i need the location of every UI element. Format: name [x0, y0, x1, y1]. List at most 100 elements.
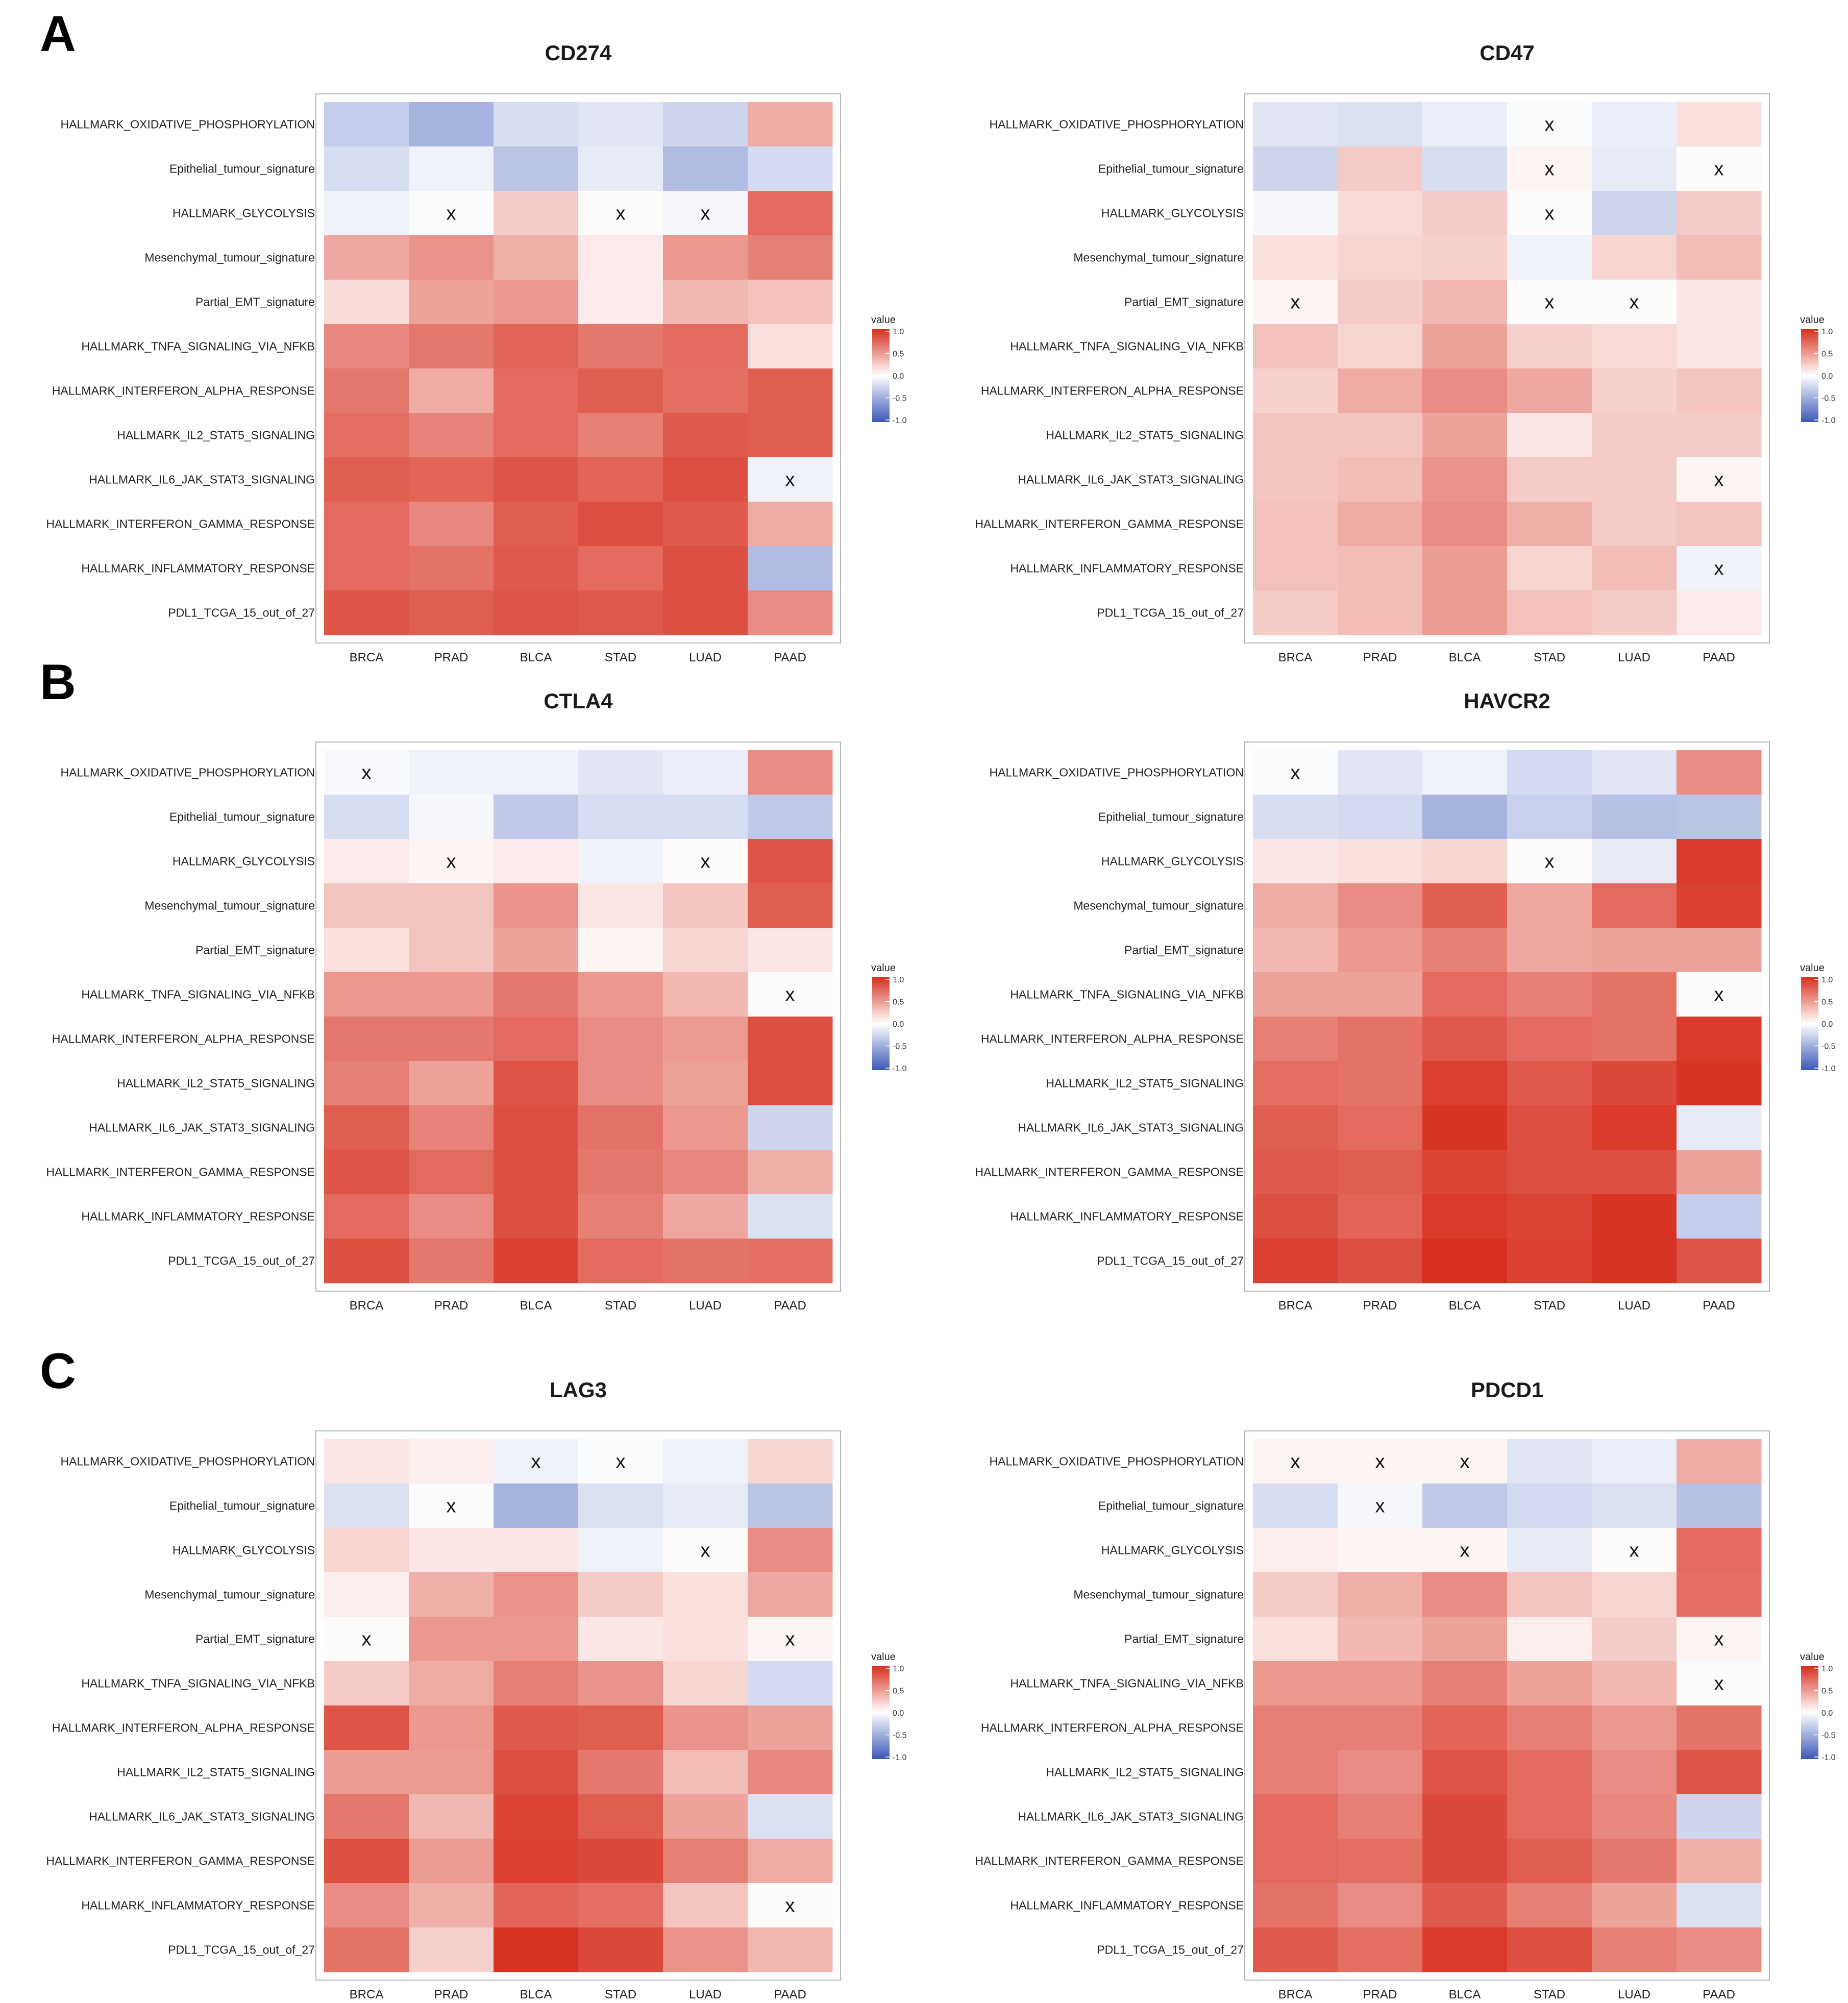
heatmap-cell [1507, 1839, 1592, 1884]
heatmap-cell [578, 1927, 663, 1972]
heatmap-cell [1422, 1483, 1508, 1528]
heatmap-cell [494, 1794, 579, 1839]
row-label: HALLMARK_GLYCOLYSIS [1101, 207, 1244, 220]
heatmap-cell [1677, 1150, 1762, 1195]
column-label: PRAD [1363, 1988, 1397, 2001]
row-label: HALLMARK_INFLAMMATORY_RESPONSE [1010, 1899, 1244, 1912]
heatmap-panel-ctla4: B CTLA4 x x x x HALLMARK_OXIDATIVE_PHOSPHORYLA… [40, 654, 907, 1313]
heatmap-cell [1253, 368, 1338, 413]
column-label: STAD [1534, 1299, 1565, 1313]
heatmap-cell [324, 1661, 409, 1706]
heatmap-cell [1592, 457, 1677, 502]
heatmap-cell [748, 457, 833, 502]
heatmap-cell [324, 368, 409, 413]
row-label: HALLMARK_INTERFERON_GAMMA_RESPONSE [975, 1166, 1244, 1179]
heatmap-cell [1592, 1528, 1677, 1573]
heatmap-cell [1422, 590, 1508, 635]
heatmap-cell [1422, 1839, 1508, 1884]
heatmap-cell [663, 1705, 748, 1750]
row-label: HALLMARK_GLYCOLYSIS [173, 1544, 315, 1557]
heatmap-cell [578, 413, 663, 458]
heatmap-panel-havcr2: HAVCR2 x x x HALLMARK_OXIDATIVE_PHOSPHORYLAT… [975, 689, 1835, 1313]
column-label: PAAD [774, 1299, 806, 1313]
heatmap-cell [578, 1150, 663, 1195]
legend-tick-label: -1.0 [893, 1065, 907, 1073]
heatmap-cell [578, 102, 663, 147]
heatmap-cell [1253, 191, 1338, 236]
row-label: HALLMARK_INFLAMMATORY_RESPONSE [81, 1899, 315, 1912]
legend-tick-label: 0.5 [893, 998, 904, 1007]
heatmap-cell [578, 324, 663, 369]
column-label: PAAD [774, 1988, 806, 2001]
heatmap-cell [324, 839, 409, 884]
heatmap-cell [324, 795, 409, 839]
column-label: BLCA [1449, 651, 1481, 664]
row-label: HALLMARK_INTERFERON_ALPHA_RESPONSE [981, 1721, 1244, 1735]
legend-title: value [871, 314, 896, 326]
row-label: HALLMARK_TNFA_SIGNALING_VIA_NFKB [81, 1677, 315, 1690]
heatmap-cell [409, 1750, 494, 1795]
heatmap-cell [324, 750, 409, 795]
heatmap-cell [1422, 1705, 1508, 1750]
heatmap-cell [324, 1839, 409, 1884]
heatmap-cell [663, 413, 748, 458]
heatmap-cell [1507, 1150, 1592, 1195]
legend-tick-label: 0.0 [893, 1709, 904, 1718]
row-label: HALLMARK_IL2_STAT5_SIGNALING [117, 1077, 315, 1090]
column-label: PRAD [434, 1988, 469, 2001]
heatmap-cell [1338, 1839, 1423, 1884]
heatmap-cell [663, 1194, 748, 1239]
column-label: BLCA [1449, 1299, 1481, 1313]
row-label: HALLMARK_TNFA_SIGNALING_VIA_NFKB [81, 340, 315, 353]
heatmap-cell [494, 928, 579, 973]
heatmap-cell [409, 413, 494, 458]
legend-tick-label: 0.5 [1821, 350, 1833, 359]
heatmap-cell [1253, 1150, 1338, 1195]
heatmap-cell [578, 1017, 663, 1061]
legend-tick-label: -1.0 [1821, 1753, 1836, 1762]
heatmap-cell [1592, 235, 1677, 280]
heatmap-cell [1507, 972, 1592, 1017]
heatmap-cell [578, 546, 663, 591]
insignificant-mark: x [1375, 1451, 1385, 1473]
heatmap-cell [494, 972, 579, 1017]
heatmap-cell [494, 1617, 579, 1662]
heatmap-cell [1592, 1194, 1677, 1239]
row-label: HALLMARK_INTERFERON_GAMMA_RESPONSE [975, 517, 1244, 531]
row-label: Epithelial_tumour_signature [1098, 1499, 1244, 1513]
legend-tick-label: 0.0 [893, 372, 904, 381]
row-label: HALLMARK_INTERFERON_ALPHA_RESPONSE [52, 1721, 315, 1735]
heatmap-cell [1677, 1061, 1762, 1106]
heatmap-cell [1592, 839, 1677, 884]
heatmap-cell [1338, 972, 1423, 1017]
insignificant-mark: x [1291, 762, 1300, 784]
column-label: STAD [605, 651, 636, 664]
row-label: Partial_EMT_signature [1124, 944, 1244, 957]
heatmap-cell [409, 1572, 494, 1617]
legend-tick-label: 0.5 [1821, 998, 1833, 1007]
heatmap-cell [578, 1883, 663, 1928]
heatmap-cell [1253, 1794, 1338, 1839]
heatmap-cell [409, 324, 494, 369]
heatmap-title: PDCD1 [1471, 1378, 1543, 1402]
heatmap-cell [1507, 280, 1592, 325]
heatmap-cell [578, 795, 663, 839]
heatmap-cell [578, 1483, 663, 1528]
heatmap-cell [1338, 1572, 1423, 1617]
heatmap-cell [494, 1194, 579, 1239]
heatmap-cell [1507, 1927, 1592, 1972]
heatmap-cell [1422, 1794, 1508, 1839]
heatmap-cell [1422, 928, 1508, 973]
column-label: STAD [1534, 651, 1565, 664]
heatmap-cell [494, 1239, 579, 1283]
column-label: PAAD [1703, 1988, 1735, 2001]
heatmap-cell [409, 457, 494, 502]
heatmap-cell [1338, 1617, 1423, 1662]
heatmap-cell [748, 1061, 833, 1106]
legend-tick-label: -1.0 [1821, 1065, 1836, 1073]
heatmap-cell [748, 1150, 833, 1195]
insignificant-mark: x [362, 1629, 372, 1650]
heatmap-cell [409, 1017, 494, 1061]
heatmap-cell [1592, 368, 1677, 413]
